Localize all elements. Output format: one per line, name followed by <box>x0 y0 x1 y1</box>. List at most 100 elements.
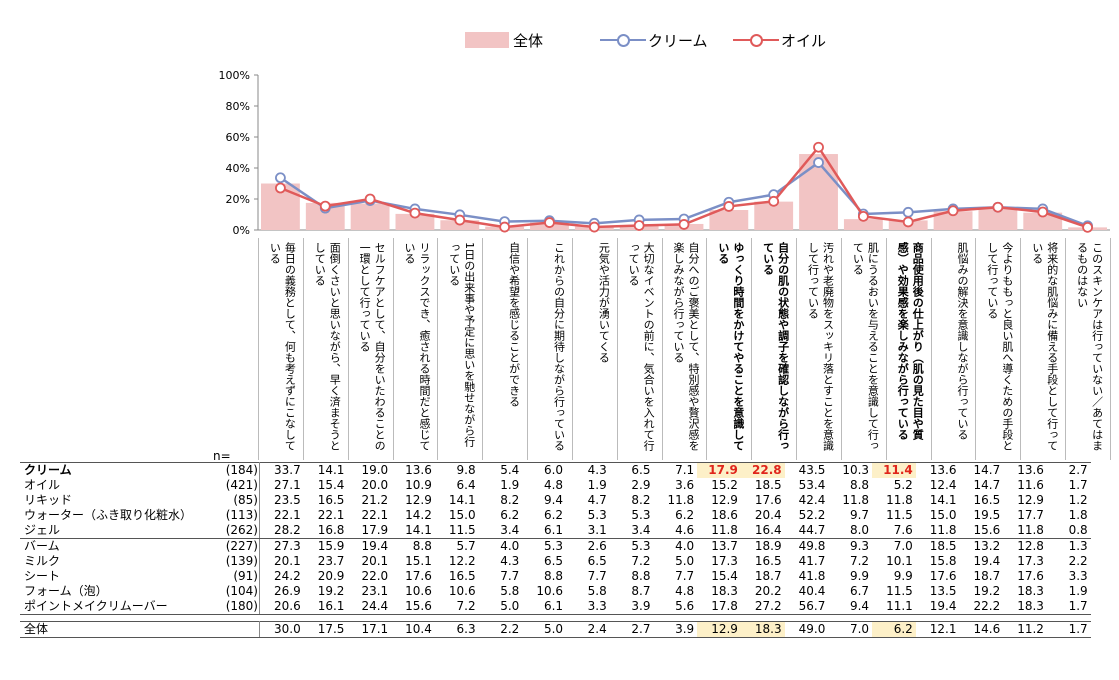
cell-text: 17.3 <box>711 554 738 568</box>
cell-text: 5.8 <box>587 584 607 598</box>
cell-value: 44.7 <box>784 523 829 539</box>
cell-value: 2.2 <box>1047 554 1091 569</box>
cell-text: 9.4 <box>849 599 870 613</box>
cell-value: 43.5 <box>784 462 829 478</box>
cell-text: 17.9 <box>708 463 738 477</box>
cell-value: 19.0 <box>347 462 392 478</box>
cell-value: 8.8 <box>391 538 435 554</box>
cell-text: 2.4 <box>587 622 607 636</box>
cell-text: 1.7 <box>1068 478 1088 492</box>
category-label: このスキンケアは行っていない／あてはまるものはない <box>1075 242 1104 451</box>
cell-text: 7.7 <box>587 569 607 583</box>
cell-value: 6.5 <box>609 462 654 478</box>
table-row: ポイントメイクリムーバー (180) 20.6 16.1 24.4 15.6 7.2 5.0 6… <box>20 599 1091 615</box>
point-oil <box>992 201 1004 213</box>
cell-text: 17.6 <box>405 569 432 583</box>
cell-value: 7.7 <box>653 569 697 584</box>
row-name: ミルク <box>24 554 61 568</box>
cell-value: 23.7 <box>304 554 348 569</box>
cell-value: 1.3 <box>1046 538 1091 554</box>
cell-text: 17.8 <box>711 599 738 613</box>
cell-value: 5.3 <box>522 538 567 554</box>
cell-text: 10.4 <box>405 622 432 636</box>
cell-text: 14.7 <box>973 478 1001 492</box>
cell-text: 22.8 <box>752 463 782 477</box>
cell-text: 7.6 <box>893 523 913 537</box>
cell-value: 1.7 <box>1046 621 1091 638</box>
cell-text: 12.9 <box>711 493 738 507</box>
cell-text: 6.5 <box>587 554 607 568</box>
row-name: ジェル <box>20 523 218 539</box>
cell-text: 10.1 <box>886 554 913 568</box>
cell-value: 12.9 <box>697 621 741 638</box>
cell-text: 15.1 <box>405 554 432 568</box>
n-label: n= <box>213 449 231 463</box>
cell-text: 12.9 <box>405 493 432 507</box>
label-divider <box>930 238 932 460</box>
cell-value: 17.6 <box>916 569 960 584</box>
cell-value: 11.2 <box>1003 621 1047 638</box>
chart: 0% 20% 40% 60% 80% 100% <box>219 69 1110 237</box>
cell-text: 13.2 <box>973 539 1001 553</box>
cell-value: 9.9 <box>828 569 872 584</box>
cell-text: 3.3 <box>1068 569 1088 583</box>
cell-text: 3.6 <box>675 478 695 492</box>
cell-value: 4.0 <box>478 538 523 554</box>
cell-value: 1.7 <box>1046 599 1091 615</box>
cell-value: 1.9 <box>566 478 610 493</box>
cell-value: 15.2 <box>697 478 741 493</box>
cell-value: 21.2 <box>347 493 391 508</box>
cell-text: 28.2 <box>274 523 301 537</box>
cell-value: 13.6 <box>1003 462 1047 478</box>
cell-value: 18.3 <box>697 584 741 599</box>
y-tick-label: 20% <box>226 193 250 206</box>
table-row: 全体 30.0 17.5 17.1 10.4 6.3 2.2 5.0 2.4 2.7 3.9 12.9… <box>20 621 1091 638</box>
cell-text: 8.2 <box>500 493 520 507</box>
cell-text: 41.8 <box>798 569 826 583</box>
cell-value: 5.3 <box>609 538 654 554</box>
cell-value: 2.2 <box>478 621 523 638</box>
cell-value: 8.8 <box>522 569 566 584</box>
cell-text: 40.4 <box>798 584 826 598</box>
cell-text: 14.2 <box>405 508 432 522</box>
cell-text: 15.2 <box>711 478 738 492</box>
cell-text: 11.8 <box>1017 523 1044 537</box>
cell-text: 21.2 <box>361 493 389 507</box>
cell-text: 15.8 <box>929 554 957 568</box>
cell-text: 27.3 <box>274 539 301 553</box>
cell-text: 49.0 <box>798 622 826 636</box>
label-divider <box>347 238 349 460</box>
cell-text: 6.5 <box>631 463 651 477</box>
cell-text: 16.5 <box>448 569 476 583</box>
cell-text: 3.1 <box>587 523 607 537</box>
cell-value: 11.6 <box>1003 478 1047 493</box>
cell-value: 18.7 <box>741 569 785 584</box>
cell-text: 15.9 <box>317 539 345 553</box>
cell-text: 6.4 <box>456 478 476 492</box>
cell-value: 13.6 <box>391 462 435 478</box>
cell-text: 23.1 <box>361 584 389 598</box>
cell-value: 3.4 <box>609 523 654 539</box>
cell-value: 1.9 <box>479 478 523 493</box>
cell-value: 20.1 <box>347 554 391 569</box>
cell-text: 8.8 <box>543 569 564 583</box>
cell-value: 9.3 <box>828 538 873 554</box>
cell-text: 22.0 <box>361 569 389 583</box>
category-label: 元気や活力が湧いてくる <box>597 242 611 363</box>
cell-text: 43.5 <box>798 463 826 477</box>
cell-text: 5.3 <box>543 539 564 553</box>
cell-text: 18.9 <box>754 539 782 553</box>
cell-text: 9.4 <box>543 493 564 507</box>
cell-text: 23.5 <box>274 493 301 507</box>
cell-text: 30.0 <box>274 622 301 636</box>
cell-value: 18.7 <box>960 569 1004 584</box>
cell-value: 1.9 <box>1047 584 1091 599</box>
cell-text: 20.2 <box>754 584 782 598</box>
cell-text: 5.0 <box>500 599 520 613</box>
cell-value: 49.8 <box>784 538 829 554</box>
label-divider <box>302 238 304 460</box>
cell-text: 1.9 <box>500 478 520 492</box>
label-divider <box>840 238 842 460</box>
cell-text: 3.4 <box>500 523 520 537</box>
cell-value: 7.1 <box>653 462 698 478</box>
